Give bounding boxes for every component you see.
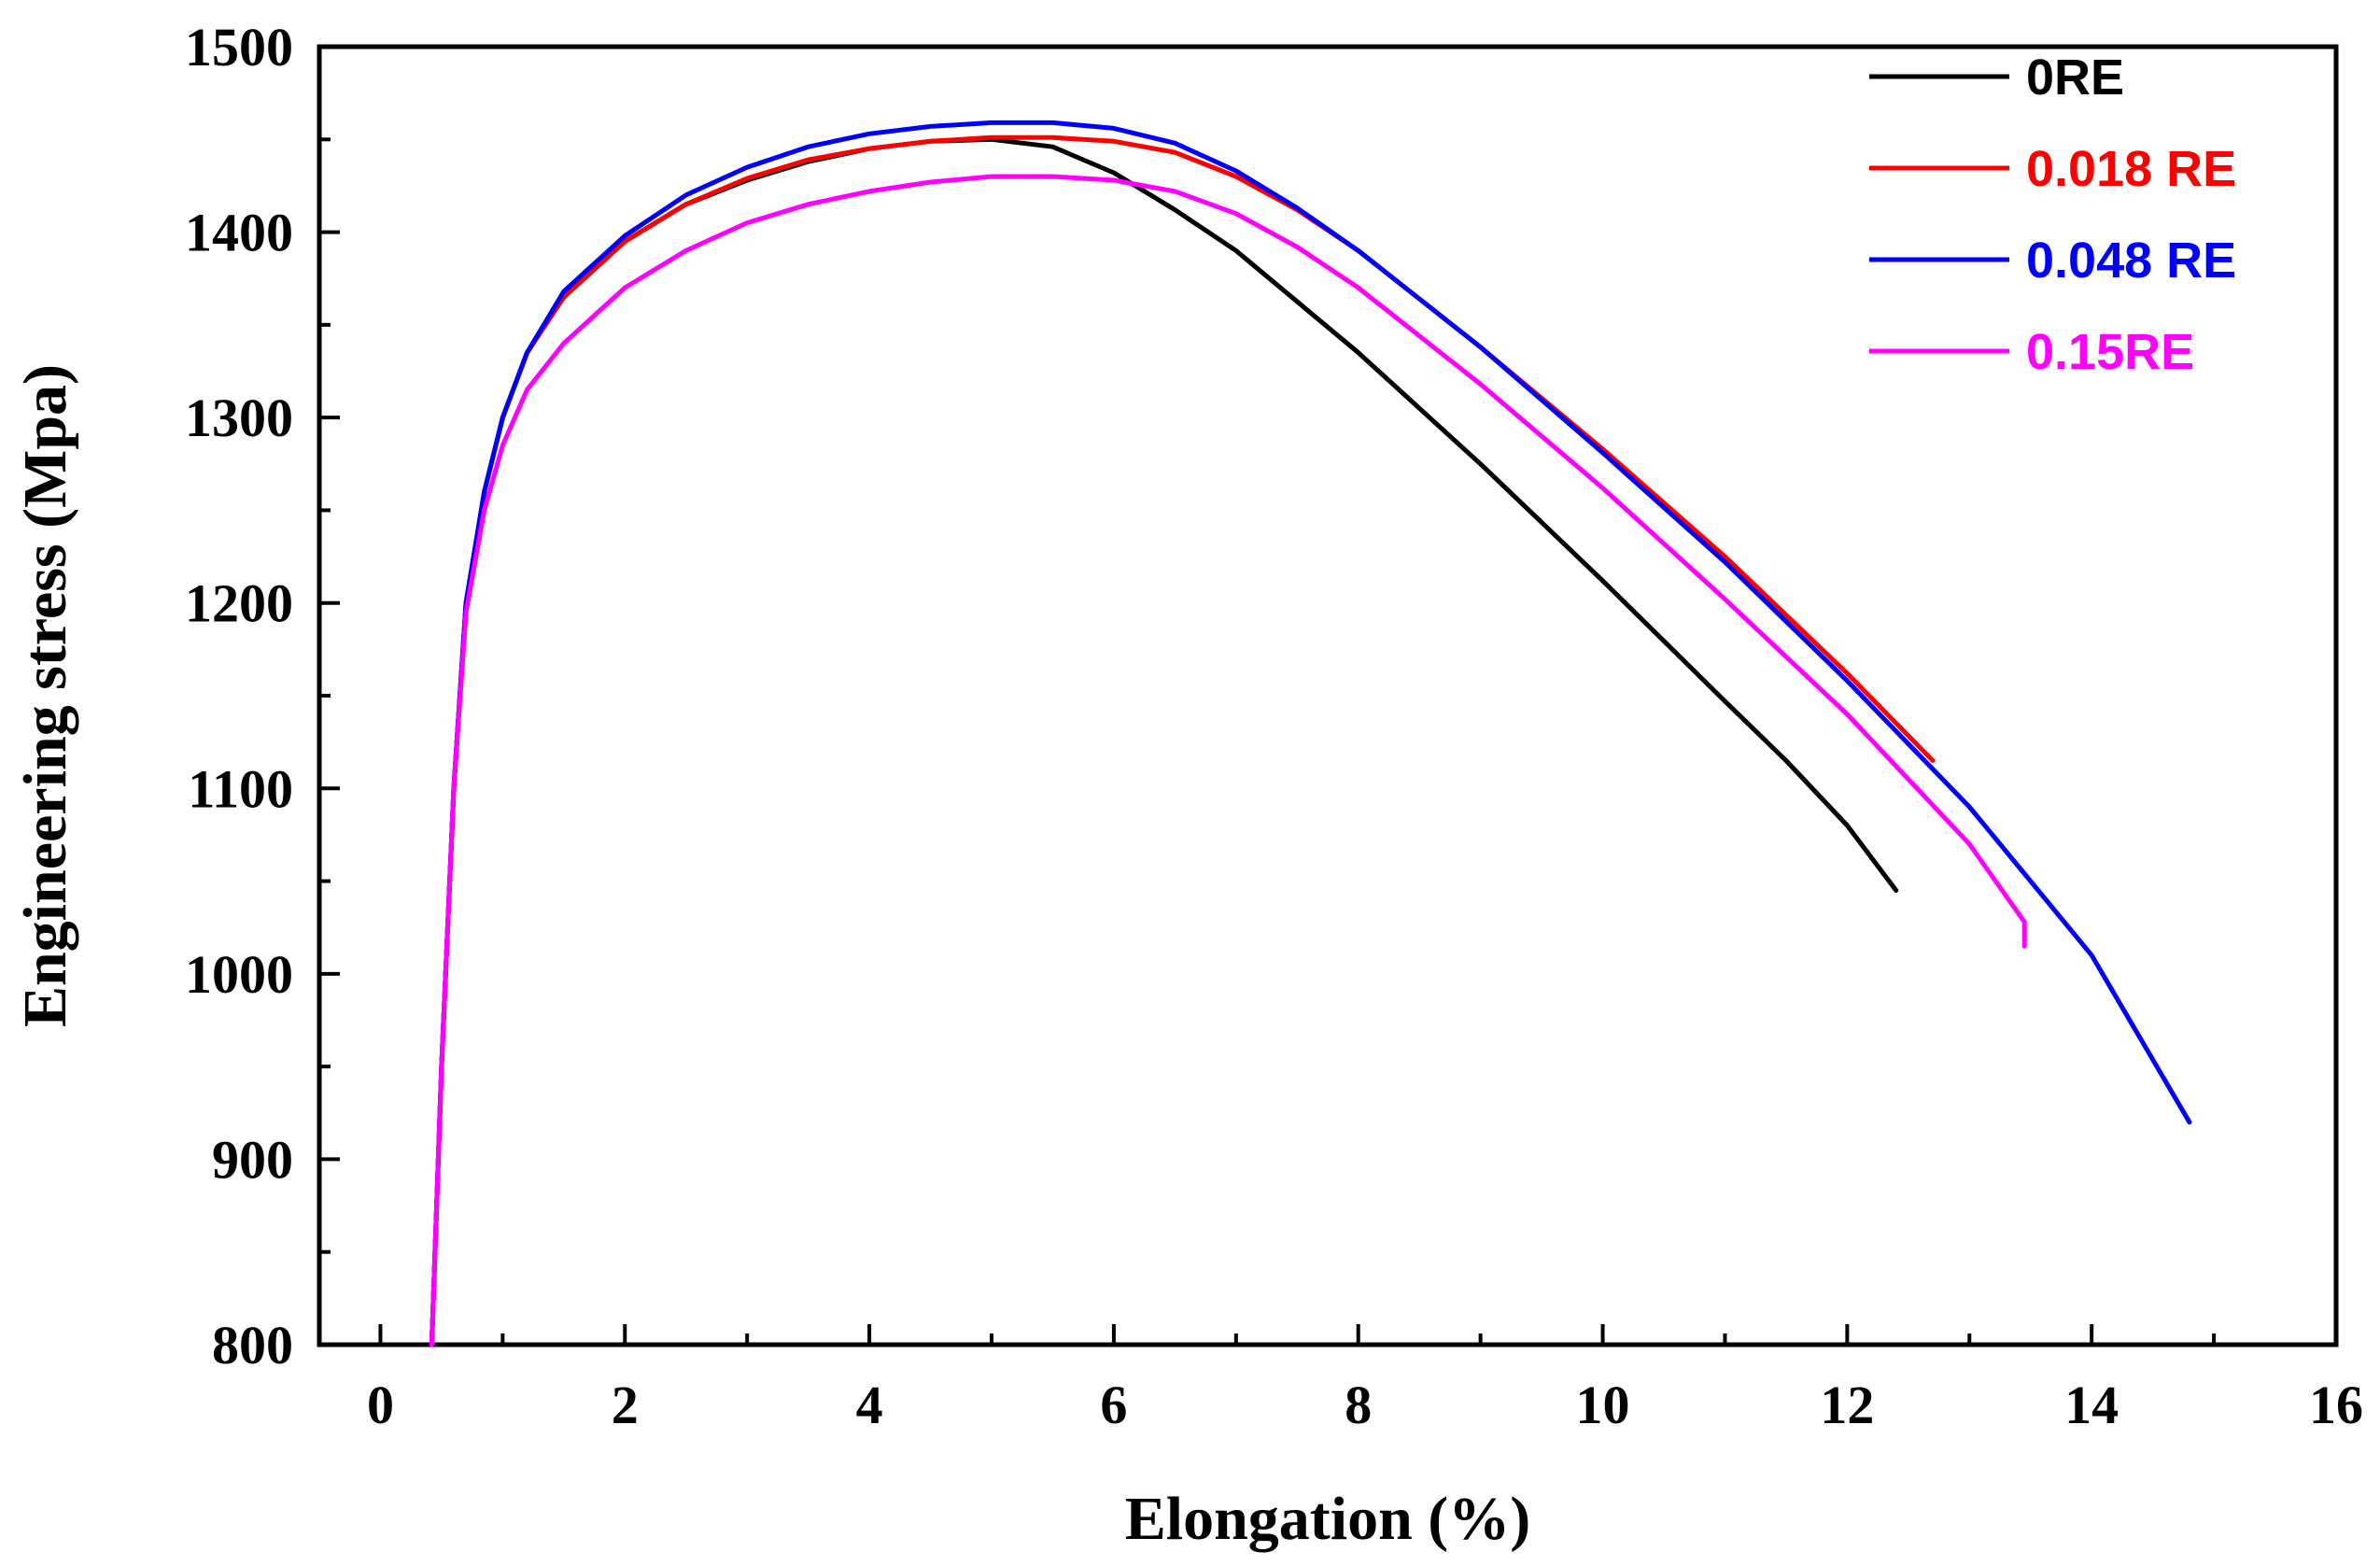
legend: 0RE 0.018 RE 0.048 RE 0.15RE	[1869, 49, 2236, 380]
series-lines	[429, 120, 2192, 1347]
x-tick-label: 6	[1100, 1375, 1127, 1435]
series-line-0-048-re	[429, 120, 2192, 1347]
y-tick-label: 1100	[188, 758, 293, 819]
series-line-0-018-re	[429, 134, 1936, 1347]
legend-label-0re: 0RE	[2026, 49, 2124, 106]
x-tick-label: 2	[612, 1375, 639, 1435]
x-tick-label: 4	[856, 1375, 883, 1435]
series-line-0re	[429, 136, 1899, 1347]
y-tick-label: 1200	[185, 573, 293, 634]
y-tick-label: 1400	[185, 203, 293, 263]
y-tick-label: 1000	[185, 944, 293, 1005]
x-tick-label: 14	[2064, 1375, 2119, 1435]
x-tick-label: 16	[2309, 1375, 2363, 1435]
x-tick-label: 10	[1576, 1375, 1630, 1435]
x-tick-label: 0	[367, 1375, 394, 1435]
x-tick-label: 8	[1345, 1375, 1372, 1435]
axis-ticks	[319, 45, 2338, 1347]
y-tick-label: 1300	[185, 388, 293, 448]
legend-label-0-15re: 0.15RE	[2026, 324, 2194, 380]
series-line-0-15re	[429, 174, 2027, 1347]
x-tick-label: 12	[1820, 1375, 1874, 1435]
y-tick-label: 1500	[185, 17, 293, 78]
legend-label-0-048-re: 0.048 RE	[2026, 233, 2236, 289]
x-axis-title: Elongation (%)	[1125, 1485, 1531, 1553]
y-axis-title: Engineering stress (Mpa)	[11, 364, 79, 1027]
axis-tick-labels: 0 2 4 6 8 10 12 14 16 800 900 1000 1100 1200 1300 1400 1…	[185, 17, 2363, 1435]
y-tick-label: 900	[212, 1129, 293, 1190]
y-tick-label: 800	[212, 1315, 293, 1376]
legend-label-0-018-re: 0.018 RE	[2026, 141, 2236, 197]
